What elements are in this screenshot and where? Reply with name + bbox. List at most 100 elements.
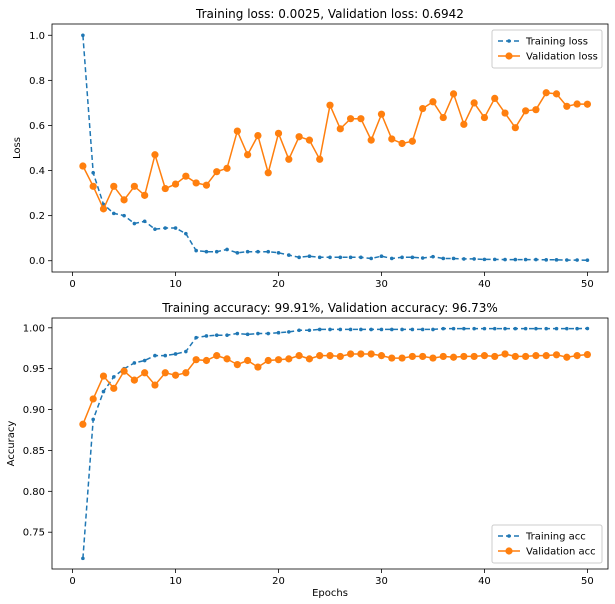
- data-point: [233, 127, 241, 135]
- data-point: [173, 226, 178, 230]
- data-point: [233, 361, 241, 369]
- y-tick-label: 0.75: [23, 528, 45, 539]
- data-point: [326, 352, 334, 360]
- data-point: [367, 350, 375, 358]
- data-point: [79, 420, 87, 428]
- data-point: [89, 182, 97, 190]
- data-point: [369, 256, 373, 261]
- data-point: [285, 355, 293, 363]
- data-point: [480, 113, 489, 122]
- data-point: [420, 256, 425, 260]
- plot-frame: [51, 23, 609, 273]
- data-point: [544, 326, 549, 331]
- data-point: [377, 352, 386, 360]
- data-point: [111, 211, 116, 216]
- data-point: [408, 352, 416, 361]
- data-point: [235, 331, 240, 336]
- chart-title: Training accuracy: 99.91%, Validation ac…: [161, 301, 498, 315]
- data-point: [400, 255, 404, 260]
- data-point: [439, 113, 447, 122]
- data-point: [274, 129, 283, 137]
- legend-box: [491, 524, 603, 564]
- data-point: [194, 248, 198, 253]
- y-axis-label: Accuracy: [6, 421, 17, 467]
- data-point: [204, 249, 209, 254]
- legend: Training loss Validation loss: [491, 29, 603, 69]
- data-point: [151, 151, 159, 159]
- data-point: [245, 249, 250, 254]
- data-point: [563, 102, 571, 110]
- data-point: [408, 137, 416, 145]
- data-point: [480, 352, 489, 360]
- data-point: [213, 352, 221, 360]
- data-point: [348, 327, 353, 332]
- data-point: [534, 257, 538, 262]
- data-point: [542, 89, 550, 97]
- series-line: [82, 35, 588, 261]
- legend-label: Training loss: [525, 37, 588, 48]
- data-point: [161, 369, 169, 377]
- data-point: [266, 249, 271, 254]
- data-point: [142, 219, 147, 224]
- data-point: [244, 356, 252, 365]
- data-point: [511, 124, 519, 132]
- data-point: [420, 327, 425, 332]
- data-point: [492, 257, 497, 262]
- data-point: [585, 258, 590, 262]
- data-point: [184, 231, 188, 236]
- data-point: [532, 106, 540, 114]
- data-point: [346, 350, 355, 358]
- data-point: [523, 257, 528, 262]
- data-point: [153, 353, 157, 358]
- data-point: [429, 354, 437, 362]
- data-point: [573, 352, 581, 360]
- y-tick-label: 0.0: [29, 256, 45, 267]
- x-tick-label: 0: [69, 279, 75, 290]
- data-point: [317, 255, 322, 260]
- data-point: [163, 226, 168, 230]
- data-point: [482, 326, 487, 331]
- data-point: [400, 327, 404, 332]
- data-point: [184, 349, 188, 354]
- y-tick-label: 0.80: [23, 487, 45, 498]
- data-point: [573, 100, 581, 108]
- data-point: [491, 352, 499, 361]
- data-point: [462, 326, 466, 331]
- data-point: [235, 251, 240, 255]
- data-point: [141, 369, 149, 377]
- data-point: [379, 254, 384, 259]
- data-point: [141, 191, 149, 199]
- data-point: [245, 332, 250, 337]
- data-point: [81, 556, 85, 561]
- data-point: [359, 255, 363, 260]
- data-point: [503, 257, 507, 262]
- data-point: [171, 180, 180, 188]
- data-point: [462, 257, 466, 261]
- legend-label: Validation acc: [526, 547, 596, 558]
- data-point: [492, 326, 497, 331]
- data-point: [192, 356, 200, 364]
- data-point: [336, 125, 344, 133]
- chart-panel-1: Training loss: 0.0025, Validation loss: …: [12, 7, 609, 290]
- data-point: [153, 227, 157, 231]
- series-validation-loss: [79, 89, 592, 213]
- data-point: [161, 184, 169, 193]
- data-point: [338, 255, 343, 260]
- data-point: [192, 179, 200, 187]
- data-point: [305, 136, 314, 144]
- data-point: [307, 254, 312, 259]
- data-point: [441, 256, 446, 261]
- data-point: [122, 213, 126, 218]
- data-point: [223, 355, 231, 363]
- data-point: [225, 247, 229, 252]
- data-point: [460, 352, 468, 361]
- data-point: [225, 333, 229, 337]
- y-tick-label: 0.85: [23, 446, 45, 457]
- data-point: [214, 333, 219, 337]
- data-point: [317, 327, 322, 332]
- x-tick-label: 10: [169, 279, 182, 290]
- data-point: [575, 258, 579, 262]
- legend-label: Training acc: [525, 532, 586, 543]
- data-point: [266, 331, 271, 336]
- data-point: [297, 255, 301, 260]
